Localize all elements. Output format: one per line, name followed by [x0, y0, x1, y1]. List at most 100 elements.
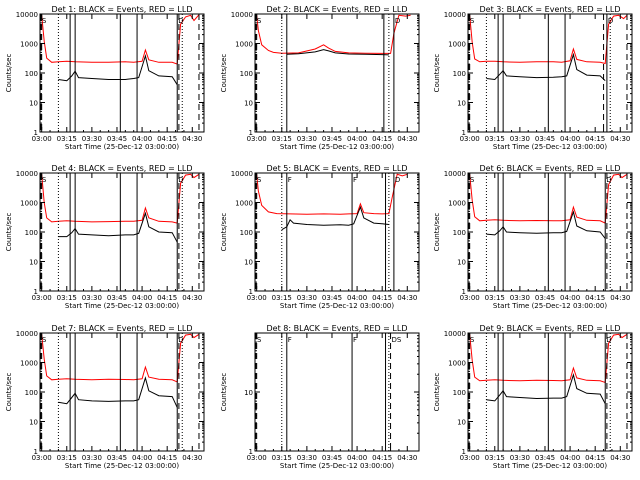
series-events-line — [58, 376, 178, 408]
panel-title: Det 6: BLACK = Events, RED = LLD — [480, 164, 621, 173]
event-marker-label: D — [178, 176, 183, 184]
x-tick-label: 03:45 — [535, 135, 555, 143]
x-tick-label: 03:00 — [247, 454, 267, 462]
panel-title: Det 1: BLACK = Events, RED = LLD — [52, 5, 193, 14]
y-tick-label: 10000 — [16, 170, 38, 178]
y-tick-label: 100 — [453, 70, 466, 78]
x-tick-label: 03:30 — [297, 454, 317, 462]
x-tick-label: 03:00 — [247, 294, 267, 302]
y-tick-label: 1 — [249, 288, 253, 296]
y-axis-label: Counts/sec — [5, 373, 13, 412]
y-tick-label: 100 — [25, 229, 38, 237]
x-tick-label: 04:00 — [347, 454, 367, 462]
x-tick-label: 03:00 — [460, 454, 480, 462]
y-tick-label: 100 — [453, 229, 466, 237]
x-tick-label: 03:15 — [272, 294, 292, 302]
detector-panel-1: Det 1: BLACK = Events, RED = LLD S D 1 10 100… — [5, 5, 205, 151]
x-tick-label: 03:00 — [247, 135, 267, 143]
x-tick-label: 03:45 — [107, 454, 127, 462]
y-axis-label: Counts/sec — [433, 54, 441, 93]
event-marker-label: S — [257, 17, 262, 25]
event-marker-label: F — [353, 336, 357, 344]
detector-panel-7: Det 7: BLACK = Events, RED = LLD S D 1 10 100… — [5, 324, 205, 470]
y-tick-label: 100 — [25, 70, 38, 78]
x-tick-label: 03:15 — [485, 294, 505, 302]
x-tick-label: 03:00 — [460, 135, 480, 143]
plot-frame — [467, 172, 633, 292]
event-marker-label: S — [42, 17, 47, 25]
y-tick-label: 10000 — [444, 170, 466, 178]
event-marker-label: D — [606, 336, 611, 344]
plot-frame — [39, 172, 205, 292]
event-marker-label: D — [178, 17, 183, 25]
series-lld-line — [41, 333, 200, 383]
plot-frame — [467, 13, 633, 133]
x-tick-label: 04:15 — [585, 294, 605, 302]
plot-frame — [39, 13, 205, 133]
series-lld-line — [256, 173, 408, 215]
detector-panel-5: Det 5: BLACK = Events, RED = LLD S F F D 1 10 1… — [220, 164, 420, 310]
x-tick-label: 03:45 — [322, 135, 342, 143]
detector-panel-2: Det 2: BLACK = Events, RED = LLD S D 1 10 100… — [220, 5, 420, 151]
x-tick-label: 04:00 — [132, 135, 152, 143]
series-events-line — [486, 52, 606, 82]
x-tick-label: 04:15 — [157, 294, 177, 302]
y-tick-label: 1000 — [20, 41, 38, 49]
panel-title: Det 5: BLACK = Events, RED = LLD — [267, 164, 408, 173]
x-axis-label: Start Time (25-Dec-12 03:00:00) — [280, 302, 394, 310]
y-tick-label: 100 — [25, 389, 38, 397]
x-tick-label: 03:45 — [322, 454, 342, 462]
y-tick-label: 1000 — [235, 41, 253, 49]
series-events-line — [286, 49, 389, 56]
y-tick-label: 10 — [244, 100, 253, 108]
event-marker-label: F — [288, 176, 292, 184]
y-tick-label: 1 — [34, 129, 38, 137]
x-tick-label: 04:30 — [182, 135, 202, 143]
y-tick-label: 10 — [457, 259, 466, 267]
x-tick-label: 04:00 — [347, 294, 367, 302]
x-tick-label: 04:15 — [157, 454, 177, 462]
x-tick-label: 03:00 — [460, 294, 480, 302]
detector-panel-4: Det 4: BLACK = Events, RED = LLD S D 1 10 100… — [5, 164, 205, 310]
x-tick-label: 04:00 — [347, 135, 367, 143]
event-marker-label: DS — [392, 336, 402, 344]
x-tick-label: 03:30 — [82, 454, 102, 462]
x-tick-label: 04:15 — [585, 135, 605, 143]
x-axis-label: Start Time (25-Dec-12 03:00:00) — [280, 462, 394, 470]
x-tick-label: 04:00 — [560, 135, 580, 143]
x-tick-label: 03:00 — [32, 294, 52, 302]
y-tick-label: 1000 — [448, 360, 466, 368]
y-tick-label: 1 — [462, 288, 466, 296]
x-axis-label: Start Time (25-Dec-12 03:00:00) — [65, 143, 179, 151]
event-marker-label: D — [178, 336, 183, 344]
x-tick-label: 03:15 — [57, 454, 77, 462]
x-tick-label: 03:30 — [297, 135, 317, 143]
plot-frame — [254, 332, 420, 452]
x-tick-label: 04:30 — [610, 135, 630, 143]
x-axis-label: Start Time (25-Dec-12 03:00:00) — [65, 302, 179, 310]
plot-frame — [39, 332, 205, 452]
x-tick-label: 03:45 — [107, 135, 127, 143]
y-tick-label: 10 — [244, 389, 253, 397]
y-tick-label: 1 — [34, 448, 38, 456]
x-tick-label: 03:00 — [32, 454, 52, 462]
x-tick-label: 04:15 — [157, 135, 177, 143]
event-marker-label: S — [470, 17, 475, 25]
x-tick-label: 03:30 — [82, 135, 102, 143]
x-tick-label: 04:00 — [132, 454, 152, 462]
x-tick-label: 03:15 — [485, 454, 505, 462]
y-tick-label: 10000 — [16, 11, 38, 19]
x-tick-label: 03:30 — [297, 294, 317, 302]
event-marker-label: S — [470, 336, 475, 344]
detector-panel-3: Det 3: BLACK = Events, RED = LLDSD110100… — [433, 5, 633, 151]
event-marker-label: D — [606, 176, 611, 184]
series-events-line — [486, 210, 606, 239]
y-axis-label: Counts/sec — [433, 373, 441, 412]
x-tick-label: 04:15 — [372, 294, 392, 302]
x-tick-label: 04:30 — [610, 294, 630, 302]
x-axis-label: Start Time (25-Dec-12 03:00:00) — [65, 462, 179, 470]
y-tick-label: 1 — [249, 448, 253, 456]
series-events-line — [486, 373, 606, 404]
x-tick-label: 04:00 — [132, 294, 152, 302]
